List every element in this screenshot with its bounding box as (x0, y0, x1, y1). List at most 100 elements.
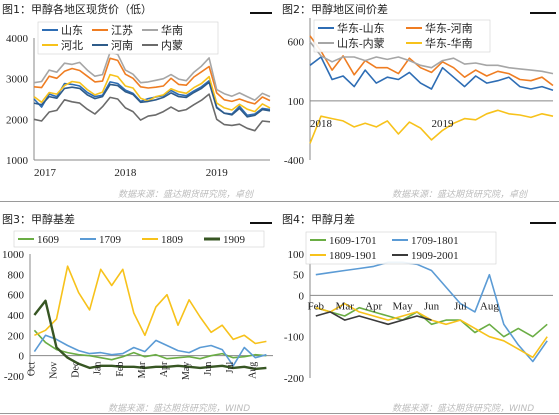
y-tick-label: -200 (4, 371, 25, 383)
y-tick-label: 600 (8, 290, 25, 302)
legend-label: 1709 (99, 234, 122, 246)
legend-label: 河北 (61, 39, 83, 52)
legend-box (13, 230, 265, 248)
legend-label: 1609-1701 (329, 235, 377, 247)
series-line-1709-1801 (315, 261, 548, 363)
chart-title-2: 图2：甲醇地区间价差 (282, 3, 388, 16)
y-tick-label: 800 (8, 269, 25, 281)
series-line-1909 (33, 299, 267, 371)
y-tick-label: 100 (288, 249, 305, 261)
y-tick-label: 0 (19, 351, 25, 363)
x-tick-label: Jun (424, 300, 440, 312)
x-tick-label: 2019 (432, 118, 455, 130)
series-line-内蒙 (33, 93, 271, 132)
series-line-1809-1901 (315, 302, 548, 359)
legend-label: 1909-2001 (411, 250, 459, 262)
series-line-1609 (33, 329, 267, 361)
series-line-华东-山东 (309, 56, 554, 91)
series-line-山东-内蒙 (309, 41, 554, 75)
x-tick-label: Mar (336, 300, 355, 312)
series-line-华东-河南 (309, 35, 554, 87)
y-tick-label: 1000 (6, 155, 29, 167)
source-note-2: 数据来源：盛达期货研究院，卓创 (392, 190, 528, 200)
y-tick-label: 200 (8, 330, 25, 342)
y-tick-label: 0 (299, 290, 305, 302)
source-note-1: 数据来源：盛达期货研究院，卓创 (118, 190, 254, 200)
title-bar-4 (530, 222, 556, 224)
chart-title-4: 图4：甲醇月差 (282, 213, 355, 226)
chart-panel-1: 图1：甲醇各地区现货价（低） 1000 2000 3000 4000 2017 2018 2… (0, 0, 275, 200)
legend-label: 山东 (61, 24, 83, 37)
legend-label: 1809 (161, 234, 184, 246)
x-tick-label: Jul (225, 361, 236, 373)
legend-label: 1909 (223, 234, 246, 246)
legend-label: 华东-河南 (425, 21, 473, 35)
y-tick-label: 4000 (6, 33, 29, 45)
legend-box (313, 19, 491, 53)
chart-panel-2: 图2：甲醇地区间价差 -400 100 600 2018 2019 华东-山东 华东-河南山… (280, 0, 559, 200)
legend-label: 江苏 (111, 24, 133, 37)
series-line-河北 (33, 73, 271, 113)
legend-label: 华东-华南 (425, 36, 473, 50)
title-bar-2 (530, 12, 556, 14)
source-note-4: 数据来源：盛达期货研究院，WIND (392, 404, 535, 414)
x-tick-label: Feb (308, 300, 325, 312)
title-bar-1 (250, 12, 272, 14)
source-note-3: 数据来源：盛达期货研究院，WIND (108, 404, 251, 414)
chart-title-1: 图1：甲醇各地区现货价（低） (2, 3, 152, 16)
legend-label: 山东-内蒙 (337, 36, 385, 50)
x-tick-label: May (181, 362, 192, 380)
x-tick-label: Aug (247, 362, 258, 379)
y-tick-label: 50 (293, 270, 305, 282)
y-tick-label: 400 (8, 310, 25, 322)
legend-label: 1609 (37, 234, 60, 246)
series-line-河南 (33, 81, 271, 118)
x-tick-label: Nov (49, 362, 60, 379)
series-line-江苏 (33, 57, 271, 105)
x-tick-label: Apr (159, 361, 170, 377)
legend-label: 华东-山东 (337, 21, 385, 35)
series-line-1709 (33, 334, 267, 367)
x-tick-label: May (392, 300, 413, 312)
x-tick-label: Aug (480, 300, 499, 312)
bottom-divider (0, 413, 559, 414)
x-tick-label: 2017 (34, 167, 57, 179)
x-tick-label: Dec (71, 361, 82, 378)
chart-svg-3: -200 0 200 400 600 800 1000 Oct Nov Dec Jan Feb Mar A… (2, 230, 273, 383)
x-tick-label: Jan (93, 362, 104, 375)
chart-svg-4: -200 -100 0 50 100 Feb Mar Apr May Jun Jul Aug 1609-… (284, 231, 553, 385)
x-tick-label: 2019 (206, 167, 229, 179)
legend-label: 1709-1801 (411, 235, 459, 247)
y-tick-label: 2000 (6, 114, 29, 126)
y-tick-label: -100 (284, 332, 305, 344)
x-tick-label: Apr (365, 300, 382, 312)
legend-box (37, 21, 219, 55)
series-line-1909-2001 (315, 311, 432, 326)
x-tick-label: Mar (137, 361, 148, 378)
legend-label: 1809-1901 (329, 250, 377, 262)
series-line-1809 (34, 265, 267, 345)
y-tick-label: 3000 (6, 74, 29, 86)
x-tick-label: Jul (454, 300, 467, 312)
y-tick-label: 600 (288, 37, 305, 49)
y-tick-label: 100 (288, 96, 305, 108)
y-tick-label: -200 (284, 373, 305, 385)
x-tick-label: Feb (115, 362, 126, 377)
x-tick-label: Oct (26, 361, 37, 376)
legend-label: 内蒙 (161, 38, 183, 52)
title-bar-3 (250, 222, 272, 224)
chart-title-3: 图3：甲醇基差 (2, 213, 75, 226)
series-line-华东-华南 (309, 109, 554, 144)
y-tick-label: -400 (284, 155, 305, 167)
y-tick-label: 1000 (2, 249, 25, 261)
chart-panel-3: 图3：甲醇基差 -200 0 200 400 600 800 1000 Oct Nov Dec Ja… (0, 210, 275, 415)
x-tick-label: 2018 (310, 118, 333, 130)
x-tick-label: Jun (203, 362, 214, 376)
row-divider (0, 201, 559, 202)
series-line-1609-1701 (315, 306, 548, 338)
legend-box (305, 231, 497, 265)
series-line-华南 (33, 51, 271, 101)
legend-label: 华南 (161, 23, 183, 37)
